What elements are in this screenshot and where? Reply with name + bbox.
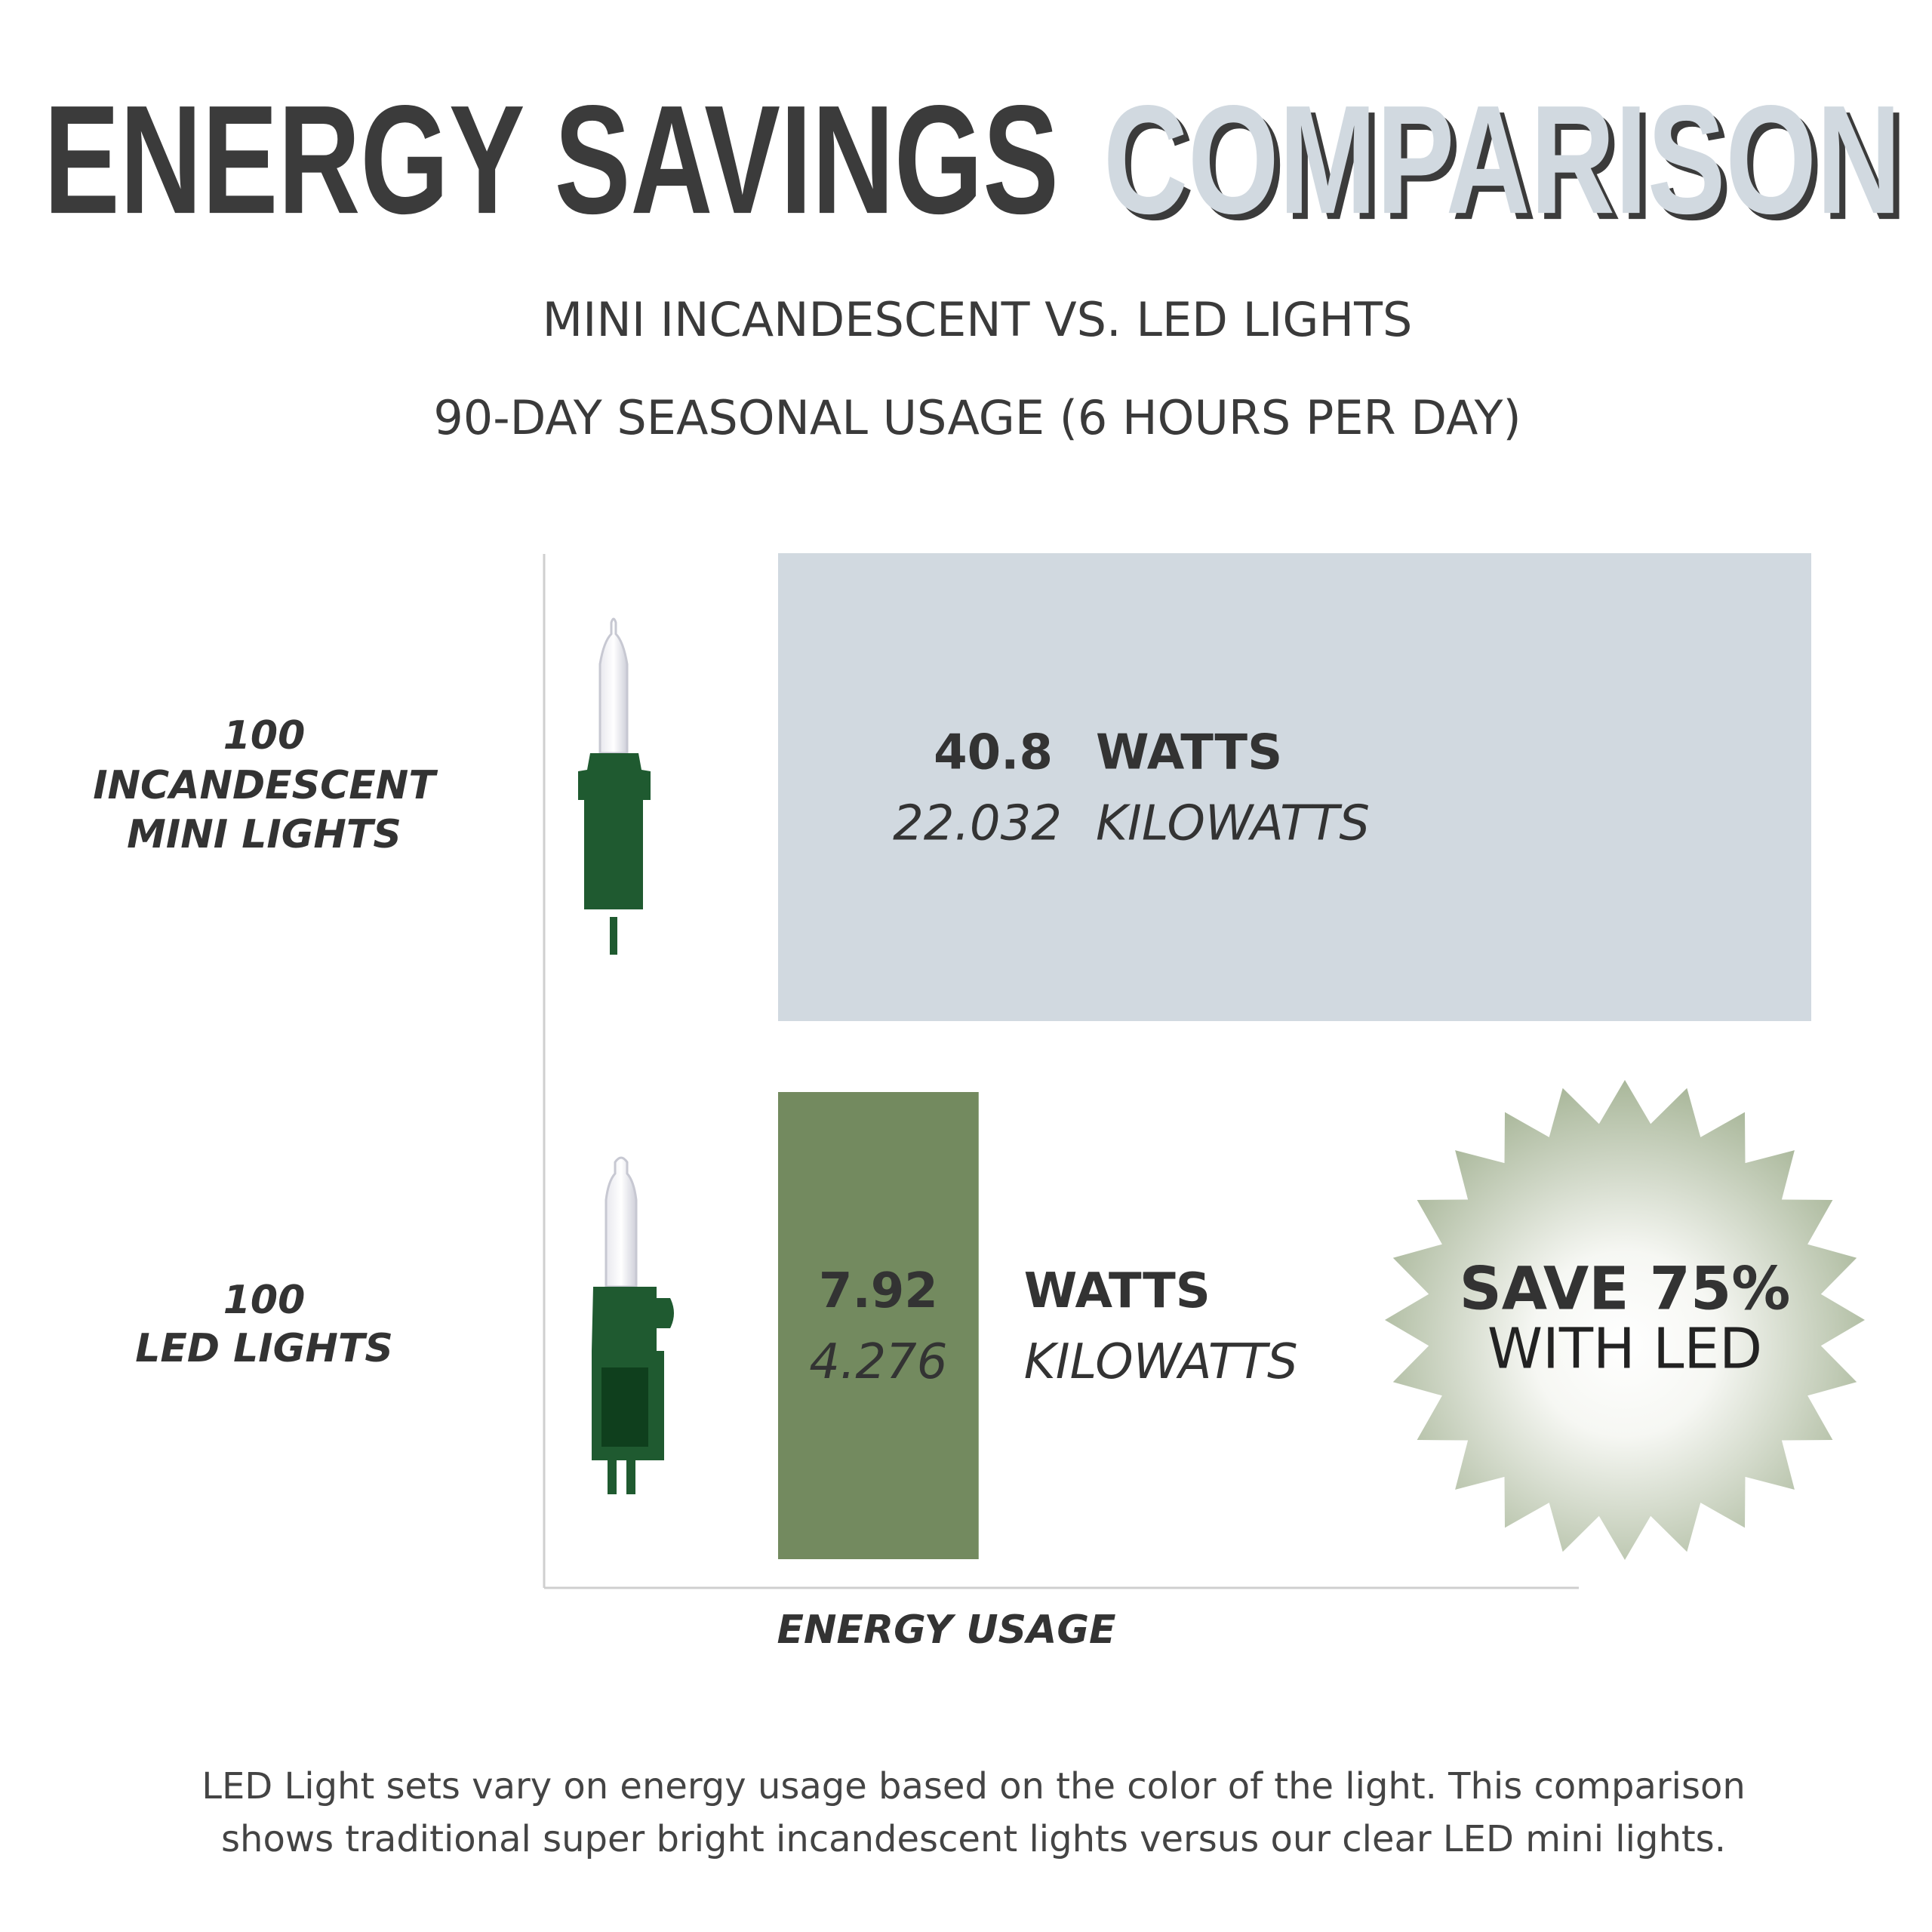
bar [778,1092,979,1559]
value-label: 22.032 [893,796,1062,852]
unit-label: WATTS [1096,725,1282,781]
category-label-line: 100 [223,1278,306,1323]
category-label-line: LED LIGHTS [135,1326,393,1371]
chart-title-highlight: COMPARISON [1103,73,1901,246]
badge-text: SAVE 75% [1460,1255,1791,1323]
category-label-line: 100 [223,713,306,758]
unit-label: KILOWATTS [1024,1334,1298,1390]
unit-label: WATTS [1024,1263,1211,1319]
category-label-line: INCANDESCENT [93,763,438,808]
subtitle: MINI INCANDESCENT VS. LED LIGHTS [543,292,1413,347]
x-axis-label: ENERGY USAGE [777,1607,1115,1653]
bar [778,553,1811,1021]
category-label-line: MINI LIGHTS [127,812,401,857]
category-label: 100 INCANDESCENT MINI LIGHTS 100 LED LIG… [93,713,438,1371]
footnote: LED Light sets vary on energy usage base… [202,1765,1746,1807]
subtitle: 90-DAY SEASONAL USAGE (6 HOURS PER DAY) [433,390,1521,445]
badge-text: WITH LED [1487,1317,1762,1382]
chart-title: ENERGY SAVINGS [44,73,1059,246]
badge-starburst [1385,1080,1865,1560]
value-label: 4.276 [809,1334,947,1390]
incandescent-bulb-icon [578,617,651,955]
chart-title-shadow: COMPARISON [1109,79,1907,252]
footnote: shows traditional super bright incandesc… [221,1818,1726,1860]
value-label: 40.8 [934,725,1053,781]
value-label: 7.92 [819,1263,938,1319]
savings-badge: SAVE 75% WITH LED [1385,1080,1865,1560]
led-bulb-icon [592,1156,674,1494]
unit-label: KILOWATTS [1096,796,1370,852]
